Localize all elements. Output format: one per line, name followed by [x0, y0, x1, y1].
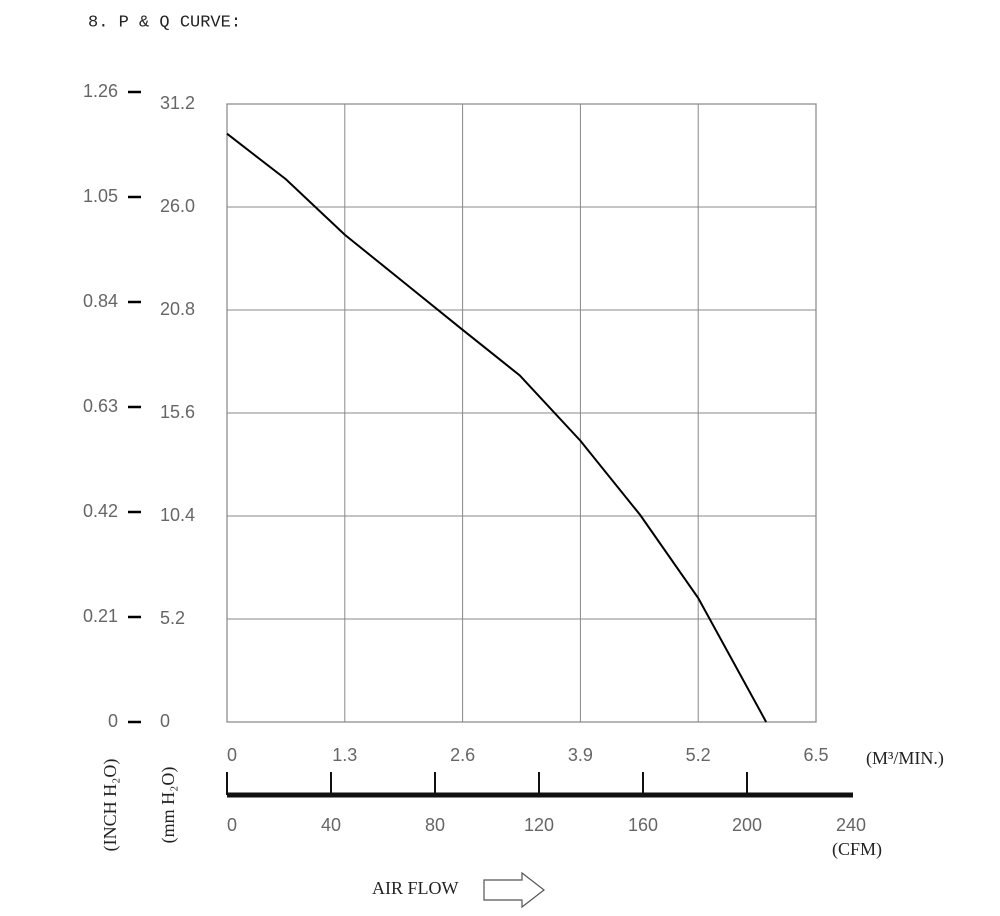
y-tick-label: 26.0 — [160, 196, 195, 216]
x2-tick-label: 160 — [628, 815, 658, 835]
x-tick-label: 1.3 — [332, 745, 357, 765]
y-tick-label: 0 — [160, 711, 170, 731]
y-tick-label: 15.6 — [160, 402, 195, 422]
y2-axis-label: (INCH H₂O) — [100, 759, 121, 852]
x-tick-label: 6.5 — [803, 745, 828, 765]
x2-tick-label: 200 — [732, 815, 762, 835]
x-tick-label: 5.2 — [686, 745, 711, 765]
arrow — [483, 871, 545, 909]
y-tick-label: 5.2 — [160, 608, 185, 628]
x2-tick-label: 80 — [425, 815, 445, 835]
x2-tick-label: 0 — [227, 815, 237, 835]
x2-tick-label: 240 — [836, 815, 866, 835]
x-tick-label: 2.6 — [450, 745, 475, 765]
y2-tick-label: 0.21 — [83, 606, 118, 626]
y2-tick-label: 0 — [108, 711, 118, 731]
y2-tick-label: 1.05 — [83, 186, 118, 206]
y2-tick-label: 0.42 — [83, 501, 118, 521]
x2-axis-label: (CFM) — [832, 839, 882, 860]
pq-curve — [226, 132, 768, 723]
x2-tick-label: 120 — [524, 815, 554, 835]
x-axis-label: (M³/MIN.) — [866, 748, 944, 769]
x-tick-label: 0 — [227, 745, 237, 765]
chart-title: 8. P & Q CURVE: — [88, 13, 241, 32]
x2-tick-label: 40 — [321, 815, 341, 835]
y2-tick-label: 0.63 — [83, 396, 118, 416]
x-tick-label: 3.9 — [568, 745, 593, 765]
y2-tick-label: 1.26 — [83, 81, 118, 101]
y-tick-label: 20.8 — [160, 299, 195, 319]
annotation: AIR FLOW — [372, 878, 459, 898]
y2-tick-label: 0.84 — [83, 291, 118, 311]
y-tick-label: 10.4 — [160, 505, 195, 525]
y-axis-label: (mm H₂O) — [158, 767, 179, 844]
y-tick-label: 31.2 — [160, 93, 195, 113]
